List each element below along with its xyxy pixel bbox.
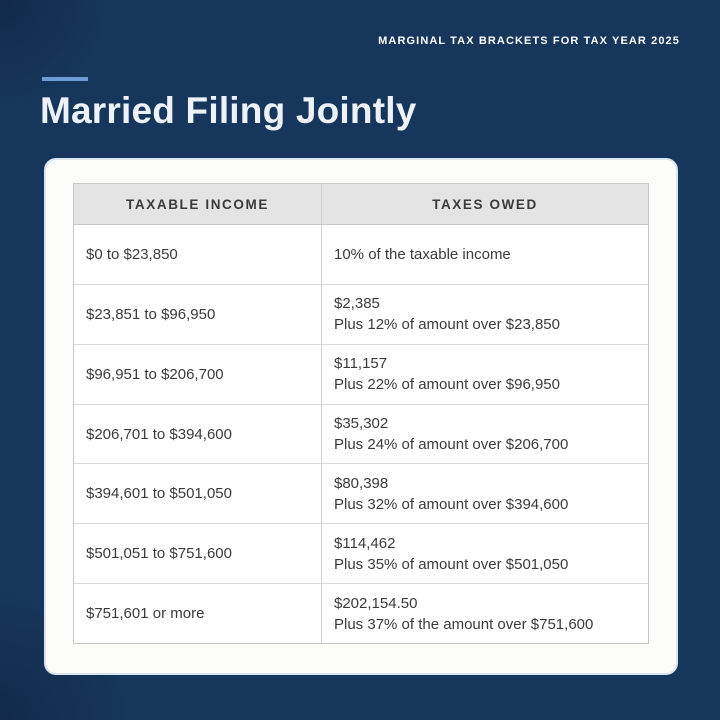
owed-cell: $35,302 Plus 24% of amount over $206,700 bbox=[322, 405, 648, 464]
owed-line-1: $80,398 bbox=[334, 474, 389, 492]
income-cell: $0 to $23,850 bbox=[74, 225, 322, 284]
accent-dash bbox=[42, 77, 88, 81]
owed-line-1: 10% of the taxable income bbox=[334, 245, 511, 263]
income-cell: $501,051 to $751,600 bbox=[74, 524, 322, 584]
table-row: $23,851 to $96,950 $2,385 Plus 12% of am… bbox=[74, 284, 648, 345]
table-row: $501,051 to $751,600 $114,462 Plus 35% o… bbox=[74, 524, 648, 585]
income-cell: $96,951 to $206,700 bbox=[74, 344, 322, 404]
column-header-taxable-income: TAXABLE INCOME bbox=[74, 184, 322, 224]
owed-line-1: $35,302 bbox=[334, 415, 389, 432]
owed-cell: 10% of the taxable income bbox=[322, 225, 648, 284]
tax-brackets-table: TAXABLE INCOME TAXES OWED $0 to $23,850 … bbox=[73, 183, 649, 644]
owed-cell: $114,462 Plus 35% of amount over $501,05… bbox=[322, 524, 648, 583]
eyebrow-text: MARGINAL TAX BRACKETS FOR TAX YEAR 2025 bbox=[378, 35, 680, 47]
income-cell: $394,601 to $501,050 bbox=[74, 464, 322, 524]
owed-cell: $80,398 Plus 32% of amount over $394,600 bbox=[322, 464, 648, 523]
table-row: $206,701 to $394,600 $35,302 Plus 24% of… bbox=[74, 404, 648, 465]
owed-line-1: $114,462 bbox=[334, 534, 396, 552]
owed-line-2: Plus 22% of amount over $96,950 bbox=[334, 376, 560, 394]
table-row: $96,951 to $206,700 $11,157 Plus 22% of … bbox=[74, 344, 648, 405]
owed-line-2: Plus 12% of amount over $23,850 bbox=[334, 316, 560, 334]
income-cell: $23,851 to $96,950 bbox=[74, 284, 322, 344]
owed-line-2: Plus 32% of amount over $394,600 bbox=[334, 495, 569, 513]
income-cell: $206,701 to $394,600 bbox=[74, 404, 322, 464]
owed-cell: $2,385 Plus 12% of amount over $23,850 bbox=[322, 285, 648, 344]
table-card: TAXABLE INCOME TAXES OWED $0 to $23,850 … bbox=[44, 158, 678, 675]
owed-line-1: $2,385 bbox=[334, 295, 380, 313]
owed-line-2: Plus 35% of amount over $501,050 bbox=[334, 555, 569, 573]
column-header-taxes-owed: TAXES OWED bbox=[432, 196, 538, 212]
income-cell: $751,601 or more bbox=[74, 584, 322, 644]
owed-line-2: Plus 24% of amount over $206,700 bbox=[334, 436, 569, 453]
table-header-row: TAXABLE INCOME TAXES OWED bbox=[74, 184, 648, 225]
page-title: Married Filing Jointly bbox=[40, 90, 417, 131]
owed-line-1: $202,154.50 bbox=[334, 594, 418, 612]
owed-line-2: Plus 37% of the amount over $751,600 bbox=[334, 615, 594, 633]
table-row: $394,601 to $501,050 $80,398 Plus 32% of… bbox=[74, 464, 648, 525]
owed-cell: $202,154.50 Plus 37% of the amount over … bbox=[322, 584, 648, 643]
owed-cell: $11,157 Plus 22% of amount over $96,950 bbox=[322, 345, 648, 404]
owed-line-1: $11,157 bbox=[334, 355, 388, 373]
table-row: $751,601 or more $202,154.50 Plus 37% of… bbox=[74, 584, 648, 644]
table-row: $0 to $23,850 10% of the taxable income bbox=[74, 225, 648, 285]
